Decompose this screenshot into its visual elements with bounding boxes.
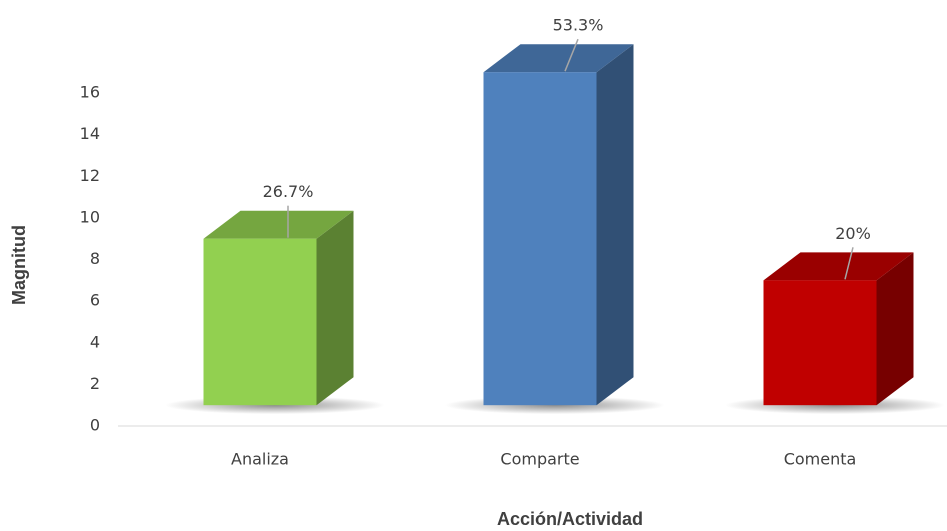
bar bbox=[203, 238, 317, 406]
x-tick-label: Comenta bbox=[784, 450, 857, 469]
x-axis-title: Acción/Actividad bbox=[497, 509, 643, 529]
leader-line bbox=[844, 247, 854, 280]
data-label: 53.3% bbox=[553, 16, 604, 35]
bar-side bbox=[316, 210, 354, 406]
y-tick-label: 14 bbox=[80, 124, 100, 143]
y-axis-title: Magnitud bbox=[9, 225, 29, 305]
leader-line bbox=[564, 38, 579, 72]
bar-side bbox=[876, 252, 914, 406]
bar-side bbox=[596, 44, 634, 406]
bar-top bbox=[763, 252, 914, 281]
x-tick-label: Comparte bbox=[500, 450, 579, 469]
bar-top bbox=[203, 210, 354, 239]
y-tick-label: 10 bbox=[80, 207, 100, 226]
y-tick-label: 8 bbox=[90, 249, 100, 268]
y-tick-label: 0 bbox=[90, 416, 100, 435]
x-tick-label: Analiza bbox=[231, 450, 289, 469]
y-tick-label: 6 bbox=[90, 291, 100, 310]
bar bbox=[483, 72, 597, 406]
bar bbox=[763, 280, 877, 406]
y-tick-label: 16 bbox=[80, 83, 100, 102]
bar-top bbox=[483, 44, 634, 73]
data-label: 20% bbox=[835, 224, 871, 243]
data-label: 26.7% bbox=[263, 182, 314, 201]
y-tick-label: 2 bbox=[90, 374, 100, 393]
y-tick-label: 12 bbox=[80, 166, 100, 185]
y-tick-label: 4 bbox=[90, 332, 100, 351]
